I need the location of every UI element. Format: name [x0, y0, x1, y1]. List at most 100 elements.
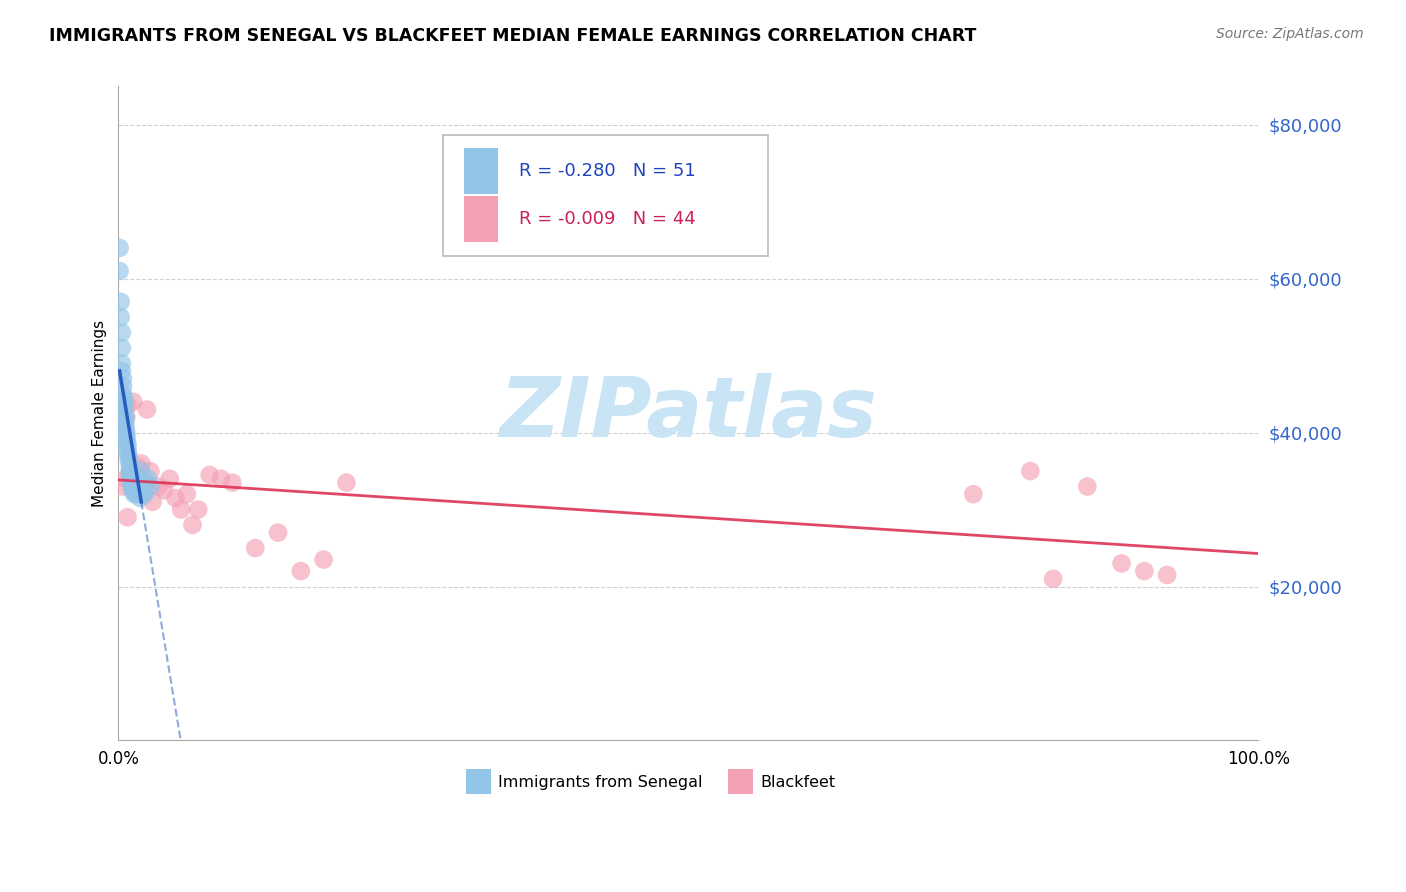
Point — [129, 479, 152, 493]
Point — [176, 487, 198, 501]
Bar — [464, 148, 498, 194]
Point — [159, 472, 181, 486]
Point — [111, 379, 134, 393]
Point — [118, 449, 141, 463]
Text: Source: ZipAtlas.com: Source: ZipAtlas.com — [1216, 27, 1364, 41]
Point — [111, 364, 134, 378]
Point — [128, 479, 150, 493]
Point — [153, 483, 176, 498]
Point — [124, 467, 146, 482]
Point — [118, 457, 141, 471]
Bar — [728, 769, 754, 794]
Point — [114, 422, 136, 436]
Point — [112, 406, 135, 420]
Point — [120, 472, 142, 486]
Point — [118, 460, 141, 475]
Point — [117, 441, 139, 455]
Point — [112, 391, 135, 405]
Point — [198, 467, 221, 482]
Point — [124, 487, 146, 501]
Point — [1019, 464, 1042, 478]
Point — [114, 410, 136, 425]
FancyBboxPatch shape — [443, 136, 768, 256]
Point — [111, 356, 134, 370]
Point — [124, 472, 146, 486]
Point — [111, 341, 134, 355]
Point — [962, 487, 984, 501]
Point — [111, 326, 134, 340]
Point — [128, 483, 150, 498]
Point — [111, 372, 134, 386]
Point — [121, 479, 143, 493]
Point — [129, 464, 152, 478]
Point — [267, 525, 290, 540]
Point — [112, 399, 135, 413]
Point — [121, 483, 143, 498]
Point — [136, 402, 159, 417]
Point — [121, 464, 143, 478]
Point — [127, 479, 149, 493]
Point — [115, 429, 138, 443]
Point — [335, 475, 357, 490]
Point — [125, 487, 148, 501]
Point — [110, 294, 132, 309]
Point — [170, 502, 193, 516]
Point — [115, 425, 138, 440]
Point — [114, 414, 136, 428]
Point — [209, 472, 232, 486]
Text: R = -0.009   N = 44: R = -0.009 N = 44 — [519, 211, 696, 228]
Point — [118, 467, 141, 482]
Point — [110, 310, 132, 325]
Point — [115, 410, 138, 425]
Point — [122, 479, 145, 493]
Bar — [467, 769, 491, 794]
Point — [118, 464, 141, 478]
Point — [1042, 572, 1064, 586]
Point — [120, 475, 142, 490]
Point — [187, 502, 209, 516]
Point — [290, 564, 312, 578]
Point — [245, 541, 267, 555]
Point — [127, 460, 149, 475]
Point — [117, 510, 139, 524]
Point — [114, 472, 136, 486]
Point — [111, 387, 134, 401]
Point — [112, 402, 135, 417]
Point — [1133, 564, 1156, 578]
Point — [114, 417, 136, 432]
Point — [132, 487, 155, 501]
Point — [131, 487, 153, 501]
Point — [117, 399, 139, 413]
Point — [122, 394, 145, 409]
Point — [129, 472, 152, 486]
Point — [108, 241, 131, 255]
Point — [129, 457, 152, 471]
Point — [1111, 557, 1133, 571]
Point — [120, 464, 142, 478]
Text: R = -0.280   N = 51: R = -0.280 N = 51 — [519, 162, 696, 180]
Point — [122, 472, 145, 486]
Point — [115, 434, 138, 448]
Point — [134, 487, 156, 501]
Point — [148, 479, 170, 493]
Point — [129, 491, 152, 505]
Point — [139, 464, 162, 478]
Point — [118, 452, 141, 467]
Point — [124, 472, 146, 486]
Point — [136, 475, 159, 490]
Bar — [464, 196, 498, 242]
Point — [117, 437, 139, 451]
Point — [108, 264, 131, 278]
Y-axis label: Median Female Earnings: Median Female Earnings — [93, 320, 107, 507]
Point — [136, 472, 159, 486]
Text: ZIPatlas: ZIPatlas — [499, 373, 877, 454]
Point — [312, 552, 335, 566]
Point — [221, 475, 243, 490]
Point — [1076, 479, 1098, 493]
Point — [139, 479, 162, 493]
Point — [165, 491, 187, 505]
Point — [112, 394, 135, 409]
Text: IMMIGRANTS FROM SENEGAL VS BLACKFEET MEDIAN FEMALE EARNINGS CORRELATION CHART: IMMIGRANTS FROM SENEGAL VS BLACKFEET MED… — [49, 27, 977, 45]
Point — [1156, 568, 1178, 582]
Point — [117, 445, 139, 459]
